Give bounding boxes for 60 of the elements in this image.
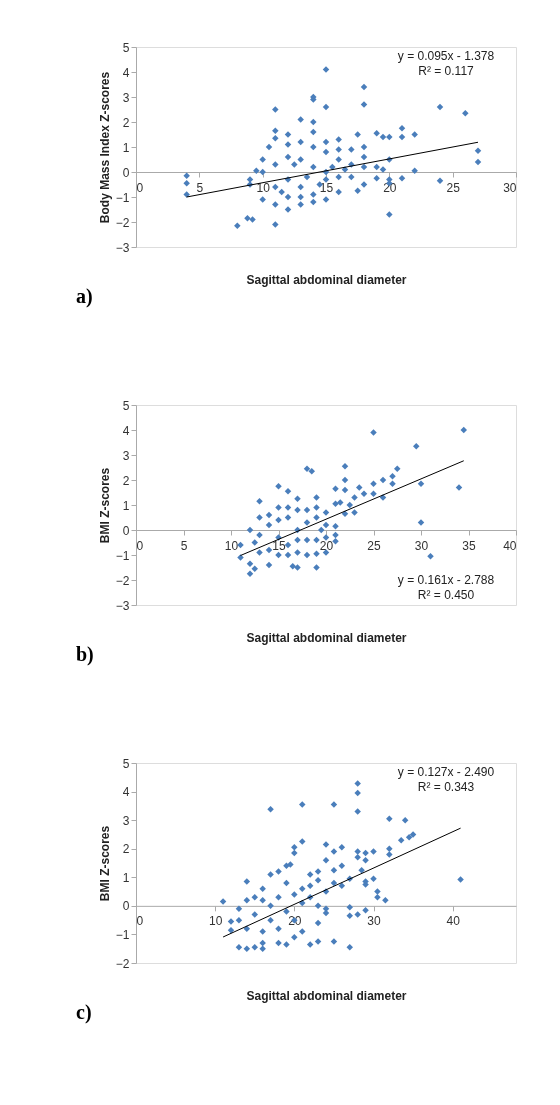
y-tick-label: −2 — [115, 215, 130, 230]
y-tick-label: 4 — [122, 65, 130, 80]
y-tick-label: 3 — [122, 90, 130, 105]
annotation: R² = 0.343 — [417, 780, 475, 794]
x-tick-label: 15 — [319, 180, 334, 195]
y-tick-label: 5 — [122, 398, 130, 413]
y-tick-label: 5 — [122, 756, 130, 771]
y-tick-label: −3 — [115, 598, 130, 613]
y-axis-title: Body Mass Index Z-scores — [97, 71, 112, 224]
y-tick-label: 2 — [122, 842, 130, 857]
y-tick-label: 1 — [122, 870, 130, 885]
x-axis-title: Sagittal abdominal diameter — [246, 630, 407, 645]
x-tick-label: 30 — [503, 180, 517, 195]
x-tick-label: 0 — [136, 914, 144, 929]
annotation: R² = 0.117 — [418, 64, 475, 78]
y-tick-label: 2 — [122, 115, 130, 130]
text: a) — [76, 285, 93, 308]
y-tick-label: −1 — [115, 190, 130, 205]
x-tick-label: 10 — [256, 180, 271, 195]
annotation: y = 0.161x - 2.788 — [397, 573, 495, 587]
x-tick-label: 5 — [180, 538, 188, 553]
y-tick-label: 5 — [122, 40, 130, 55]
y-tick-label: 3 — [122, 813, 130, 828]
text: b) — [76, 643, 94, 666]
x-tick-label: 40 — [503, 538, 517, 553]
y-tick-label: −1 — [115, 548, 130, 563]
y-tick-label: 2 — [122, 473, 130, 488]
y-tick-label: 0 — [122, 523, 130, 538]
x-tick-label: 0 — [136, 538, 144, 553]
y-tick-label: 4 — [122, 785, 130, 800]
x-tick-label: 30 — [414, 538, 429, 553]
y-axis-title: BMI Z-scores — [97, 825, 112, 902]
text: c) — [76, 1001, 92, 1024]
x-tick-label: 25 — [367, 538, 381, 553]
x-tick-label: 5 — [196, 180, 204, 195]
x-tick-label: 20 — [319, 538, 334, 553]
annotation: y = 0.127x - 2.490 — [397, 765, 495, 779]
x-tick-label: 40 — [446, 914, 461, 929]
x-axis-title: Sagittal abdominal diameter — [246, 272, 407, 287]
y-tick-label: −3 — [115, 240, 130, 255]
x-tick-label: 25 — [446, 180, 461, 195]
x-tick-label: 10 — [224, 538, 239, 553]
y-tick-label: −1 — [115, 927, 130, 942]
y-tick-label: 4 — [122, 423, 130, 438]
y-tick-label: 0 — [122, 165, 130, 180]
x-tick-label: 30 — [367, 914, 381, 929]
y-tick-label: 3 — [122, 448, 130, 463]
x-axis-title: Sagittal abdominal diameter — [246, 988, 407, 1003]
y-tick-label: −2 — [115, 956, 130, 971]
annotation: R² = 0.450 — [417, 588, 475, 602]
x-tick-label: 0 — [136, 180, 144, 195]
y-axis-title: BMI Z-scores — [97, 467, 112, 544]
annotation: y = 0.095x - 1.378 — [397, 49, 495, 63]
x-tick-label: 35 — [462, 538, 476, 553]
y-tick-label: −2 — [115, 573, 130, 588]
y-tick-label: 1 — [122, 140, 130, 155]
y-tick-label: 0 — [122, 899, 130, 914]
x-tick-label: 15 — [272, 538, 286, 553]
y-tick-label: 1 — [122, 498, 130, 513]
x-tick-label: 10 — [208, 914, 223, 929]
